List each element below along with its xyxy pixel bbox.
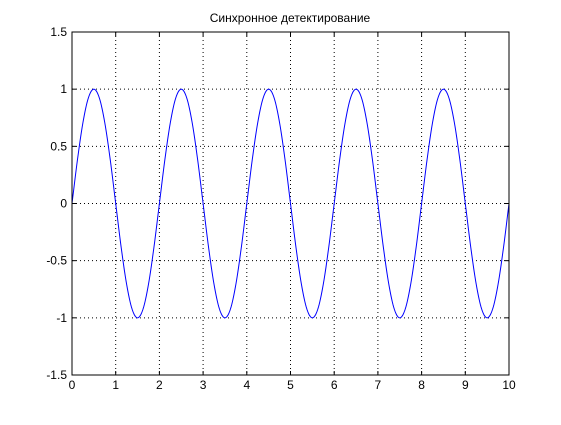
x-tick-label: 8 <box>418 378 425 392</box>
chart-title: Синхронное детектирование <box>210 11 371 25</box>
ticks <box>71 31 510 376</box>
series-line <box>71 88 510 319</box>
y-tick-label: 0 <box>60 197 67 211</box>
y-tick-label: 1 <box>60 82 67 96</box>
y-tick-label: -1.5 <box>46 368 67 382</box>
y-tick-label: -1 <box>56 311 67 325</box>
y-tick-label: 1.5 <box>50 25 67 39</box>
x-tick-label: 4 <box>243 378 250 392</box>
x-tick-label: 7 <box>375 378 382 392</box>
y-tick-labels: -1.5 -1 -0.5 0 0.5 1 1.5 <box>46 25 67 382</box>
y-tick-label: -0.5 <box>46 254 67 268</box>
y-tick-label: 0.5 <box>50 139 67 153</box>
x-tick-label: 9 <box>462 378 469 392</box>
x-tick-label: 2 <box>156 378 163 392</box>
x-tick-labels: 0 1 2 3 4 5 6 7 8 9 10 <box>69 378 516 392</box>
x-tick-label: 10 <box>502 378 516 392</box>
x-tick-label: 0 <box>69 378 76 392</box>
grid <box>72 32 509 375</box>
series-layer <box>71 88 510 319</box>
x-tick-label: 1 <box>112 378 119 392</box>
x-tick-label: 3 <box>200 378 207 392</box>
x-tick-label: 5 <box>287 378 294 392</box>
x-tick-label: 6 <box>331 378 338 392</box>
